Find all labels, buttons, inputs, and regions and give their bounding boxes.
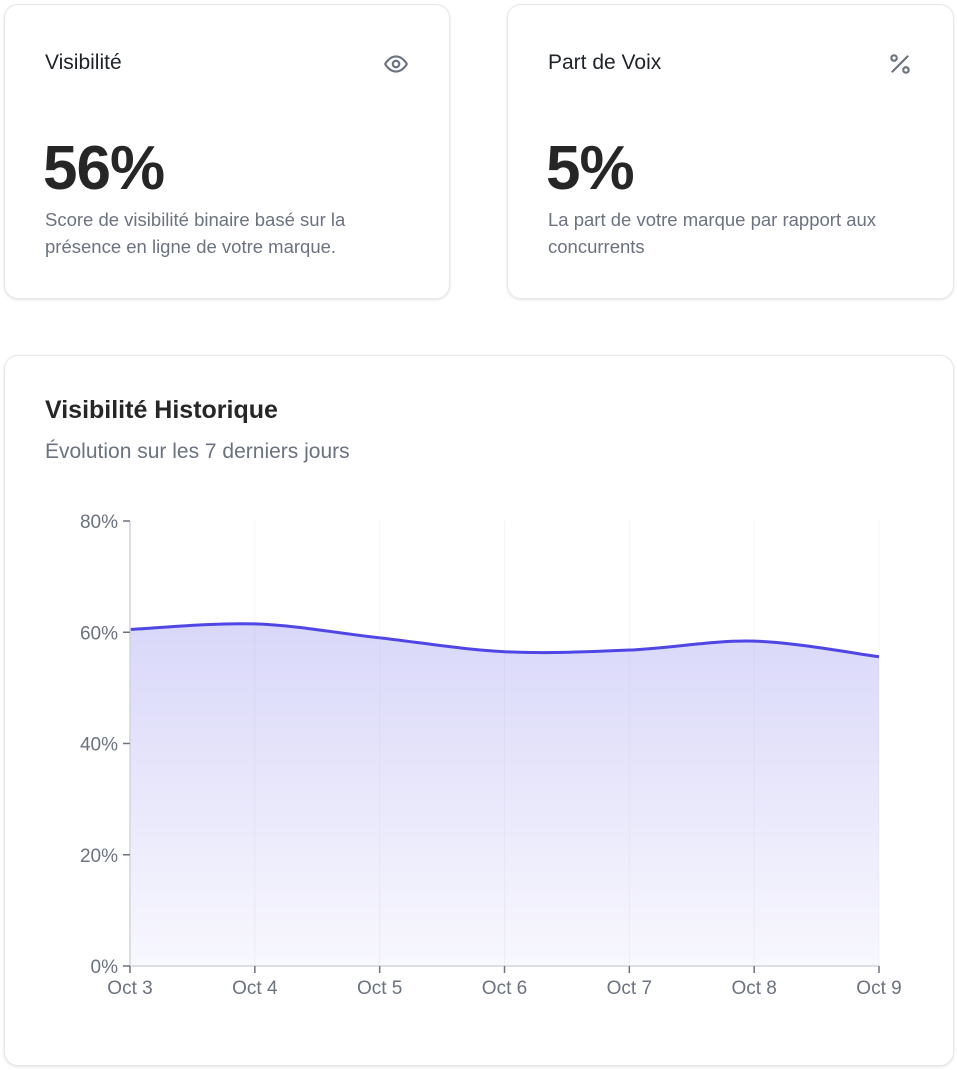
visibility-area (130, 623, 879, 966)
history-card: Visibilité Historique Évolution sur les … (4, 355, 954, 1066)
share-of-voice-description: La part de votre marque par rapport aux … (548, 209, 877, 257)
x-tick-label: Oct 3 (107, 978, 152, 999)
history-subtitle: Évolution sur les 7 derniers jours (45, 440, 350, 463)
share-of-voice-card: Part de Voix 5% La part de votre marque … (507, 4, 954, 299)
history-title: Visibilité Historique (45, 396, 278, 424)
eye-icon (383, 51, 409, 77)
y-tick-label: 40% (80, 735, 118, 756)
x-tick-label: Oct 5 (357, 978, 402, 999)
x-tick-label: Oct 4 (232, 978, 278, 999)
visibility-card: Visibilité 56% Score de visibilité binai… (4, 4, 450, 299)
history-chart: 0% 20% 40% 60% 80% Oct 3 Oct 4 Oct 5 Oct 6 Oct 7 O… (80, 512, 902, 999)
y-tick-label: 20% (80, 846, 118, 867)
visibility-title: Visibilité (45, 51, 122, 74)
x-tick-label: Oct 9 (856, 978, 901, 999)
y-tick-label: 0% (91, 957, 119, 978)
y-tick-label: 60% (80, 623, 118, 644)
x-tick-label: Oct 8 (731, 978, 776, 999)
share-of-voice-value: 5% (546, 134, 635, 203)
share-of-voice-title: Part de Voix (548, 51, 662, 74)
x-tick-label: Oct 7 (607, 978, 652, 999)
visibility-description: Score de visibilité binaire basé sur la … (45, 209, 346, 257)
visibility-value: 56% (43, 134, 165, 203)
x-tick-label: Oct 6 (482, 978, 527, 999)
percent-icon (887, 51, 913, 77)
y-tick-label: 80% (80, 512, 118, 533)
visibility-line (129, 622, 880, 659)
